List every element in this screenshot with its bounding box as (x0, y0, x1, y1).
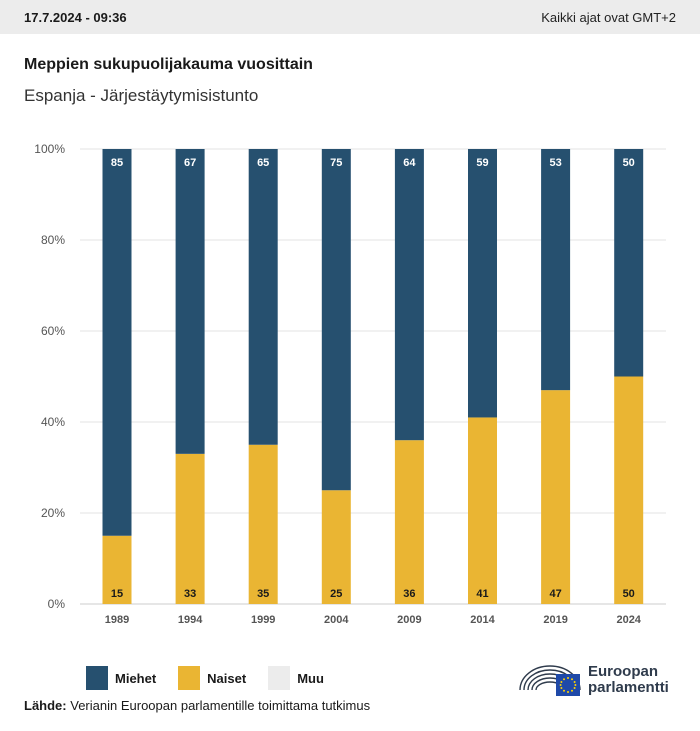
legend-item-miehet: Miehet (86, 666, 156, 690)
bar-naiset (321, 490, 351, 604)
bar-naiset (614, 376, 644, 604)
legend-swatch-miehet (86, 666, 108, 690)
data-label-naiset: 36 (403, 588, 415, 600)
y-tick-label: 40% (41, 415, 65, 429)
data-label-naiset: 35 (257, 588, 269, 600)
bar-miehet (248, 149, 278, 445)
legend-swatch-naiset (178, 666, 201, 690)
bar-naiset (468, 417, 497, 604)
chart-title: Meppien sukupuolijakauma vuosittain (24, 56, 313, 73)
x-tick-label: 1994 (178, 614, 203, 626)
bar-miehet (468, 149, 497, 418)
bar-miehet (394, 149, 424, 441)
source-note: Lähde: Verianin Euroopan parlamentille t… (24, 698, 370, 713)
legend-swatch-muu (268, 666, 291, 690)
bar-miehet (614, 149, 644, 377)
data-label-naiset: 15 (111, 588, 123, 600)
x-tick-label: 2014 (470, 614, 495, 626)
data-label-miehet: 75 (330, 157, 342, 169)
top-bar: 17.7.2024 - 09:36 Kaikki ajat ovat GMT+2 (0, 0, 700, 34)
bar-miehet (175, 149, 205, 454)
legend-label-muu: Muu (297, 670, 324, 686)
source-label: Lähde: (24, 698, 67, 713)
legend: Miehet Naiset Muu (86, 666, 346, 690)
bar-naiset (175, 453, 205, 604)
timezone-note: Kaikki ajat ovat GMT+2 (541, 9, 676, 25)
bar-miehet (102, 149, 132, 536)
data-label-miehet: 50 (623, 157, 635, 169)
bar-miehet (321, 149, 351, 491)
x-tick-label: 1999 (251, 614, 275, 626)
data-label-naiset: 50 (623, 588, 635, 600)
chart-subtitle: Espanja - Järjestäytymisistunto (24, 86, 259, 105)
stacked-bar-chart: 0% 20% 40% 60% 80% 100% 85 15 1989 67 33 1994 65 35 19… (34, 142, 666, 626)
y-tick-label: 0% (48, 597, 66, 611)
data-label-naiset: 25 (330, 588, 342, 600)
legend-label-miehet: Miehet (115, 670, 157, 686)
european-parliament-hemicycle-icon (519, 665, 581, 696)
timestamp: 17.7.2024 - 09:36 (24, 9, 127, 25)
x-tick-label: 2024 (616, 614, 641, 626)
logo-line-1: Euroopan (588, 663, 658, 680)
data-label-naiset: 41 (476, 588, 488, 600)
legend-item-naiset: Naiset (178, 666, 246, 690)
data-label-naiset: 33 (184, 588, 196, 600)
logo-line-2: parlamentti (588, 679, 669, 696)
data-label-miehet: 85 (111, 157, 123, 169)
legend-item-muu: Muu (268, 666, 324, 690)
legend-label-naiset: Naiset (207, 670, 247, 686)
data-label-miehet: 65 (257, 157, 269, 169)
y-tick-label: 20% (41, 506, 65, 520)
bar-naiset (102, 535, 132, 604)
x-tick-label: 2004 (324, 614, 349, 626)
bar-miehet (541, 149, 571, 391)
data-label-miehet: 67 (184, 157, 196, 169)
data-label-miehet: 64 (403, 157, 416, 169)
data-label-miehet: 59 (476, 157, 488, 169)
x-tick-label: 1989 (105, 614, 129, 626)
x-tick-label: 2019 (543, 614, 567, 626)
bar-naiset (541, 390, 571, 604)
ep-logo: Euroopan parlamentti (518, 660, 669, 700)
x-tick-label: 2009 (397, 614, 421, 626)
source-text: Verianin Euroopan parlamentille toimitta… (70, 698, 371, 713)
bar-naiset (394, 440, 424, 604)
data-label-naiset: 47 (549, 588, 561, 600)
y-tick-label: 80% (41, 233, 65, 247)
logo-text: Euroopan parlamentti (588, 664, 669, 696)
data-label-miehet: 53 (549, 157, 561, 169)
bar-naiset (248, 444, 278, 604)
y-tick-label: 60% (41, 324, 65, 338)
y-tick-label: 100% (34, 142, 65, 156)
